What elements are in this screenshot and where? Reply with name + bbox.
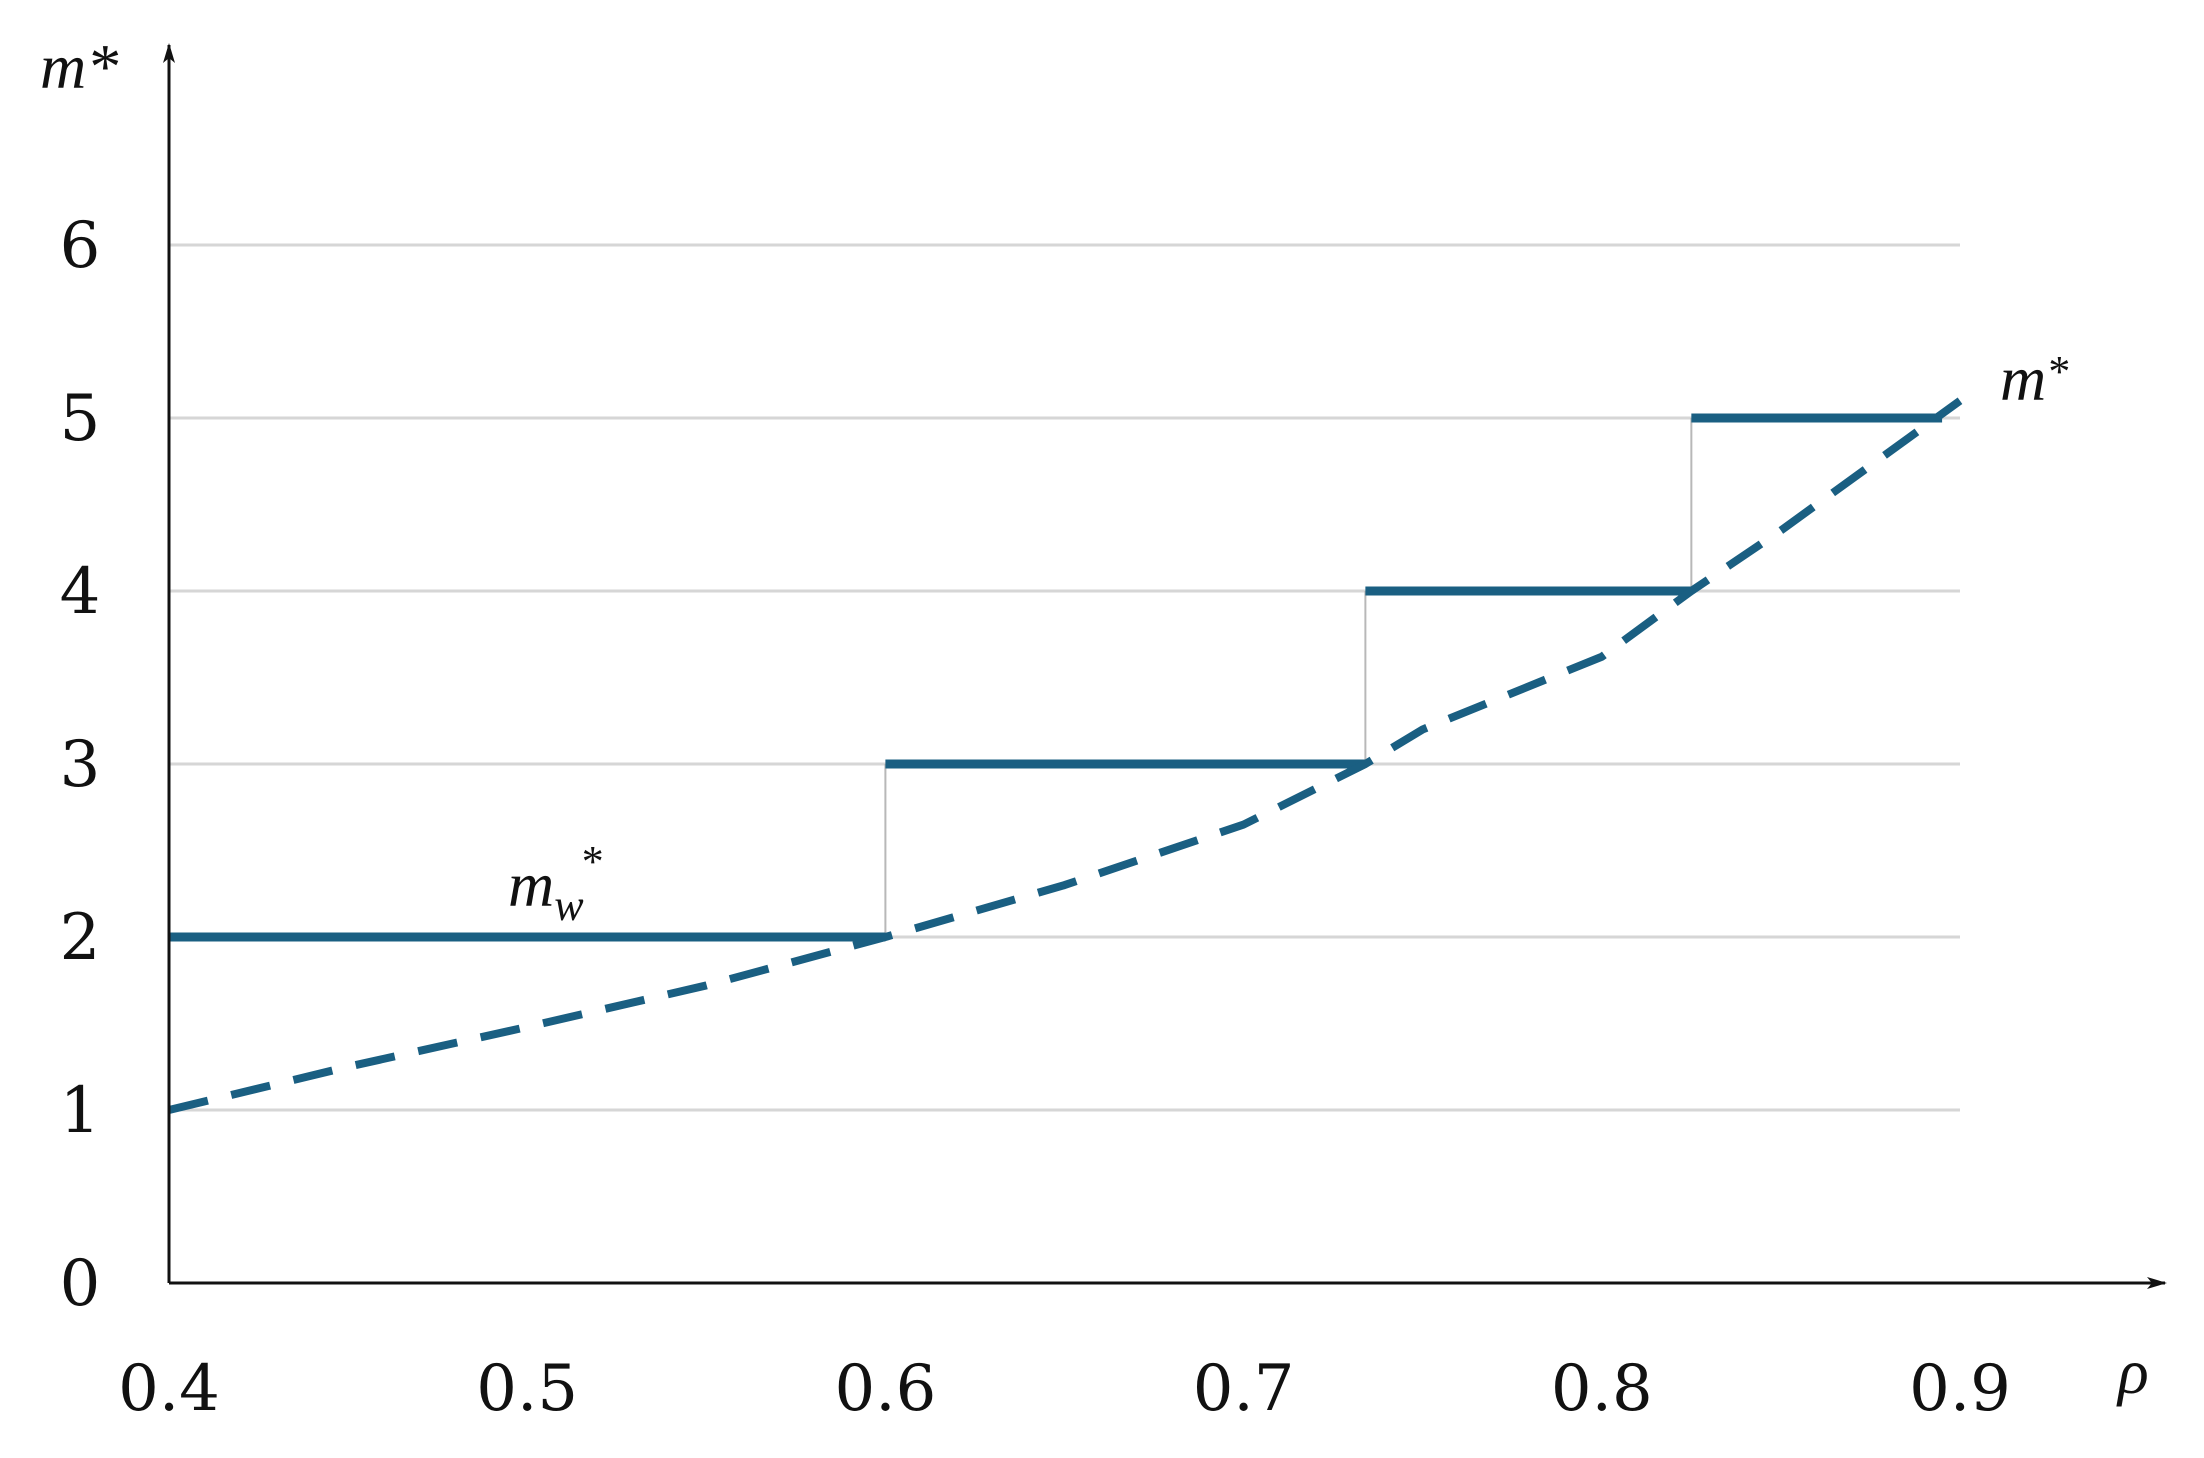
series-label-m-base: m <box>2000 343 2046 414</box>
x-tick-label: 0.7 <box>1193 1352 1295 1426</box>
series-label-mw-star: mw* <box>508 837 602 930</box>
x-tick-label: 0.4 <box>118 1352 220 1426</box>
step-connectors <box>884 418 1693 937</box>
y-tick-label: 0 <box>60 1247 101 1321</box>
dashed-curve <box>168 397 1963 1114</box>
y-tick-label: 1 <box>60 1074 101 1148</box>
x-tick-label: 0.6 <box>835 1352 937 1426</box>
y-tick-label: 2 <box>60 901 101 975</box>
y-tick-label: 6 <box>60 209 101 283</box>
y-axis-label: m* <box>40 31 118 102</box>
y-tick-label: 5 <box>60 382 101 456</box>
x-tick-label: 0.5 <box>476 1352 578 1426</box>
x-tick-label: 0.8 <box>1551 1352 1653 1426</box>
series-label-m-star: m* <box>2000 343 2068 414</box>
grid-lines <box>169 243 1960 1112</box>
series-label-mw-sub: w <box>554 881 584 930</box>
x-axis-label: ρ <box>2116 1336 2149 1407</box>
series-label-mw-sup: * <box>580 837 602 886</box>
series-layer <box>168 397 1963 1114</box>
series-label-m-sup: * <box>2046 347 2068 396</box>
tick-labels: 0.4 0.5 0.6 0.7 0.8 0.9 0 1 2 3 4 5 6 <box>60 209 2011 1426</box>
series-label-mw-base: m <box>508 849 554 920</box>
x-tick-label: 0.9 <box>1909 1352 2011 1426</box>
y-tick-label: 3 <box>60 728 101 802</box>
y-tick-label: 4 <box>60 555 101 629</box>
axes <box>163 43 2167 1289</box>
